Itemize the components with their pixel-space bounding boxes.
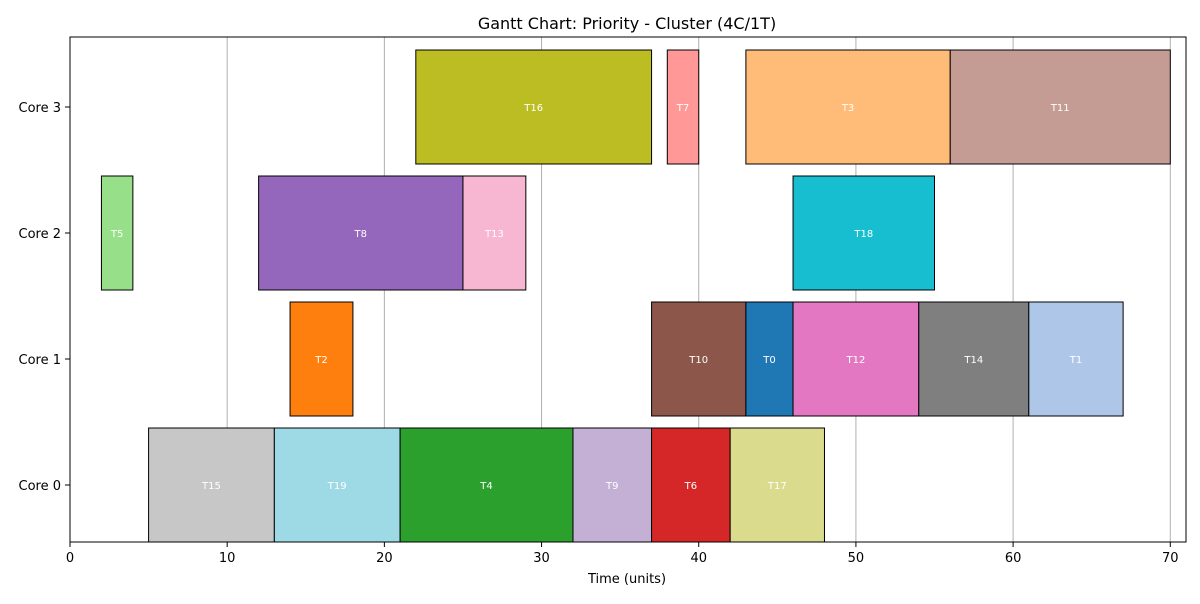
task-label: T15 <box>201 481 221 492</box>
chart-title: Gantt Chart: Priority - Cluster (4C/1T) <box>478 14 776 33</box>
task-bar <box>949 49 1171 165</box>
task-label: T0 <box>762 355 775 366</box>
task-label: T18 <box>853 229 873 240</box>
task-label: T4 <box>479 481 492 492</box>
task-label: T12 <box>845 355 865 366</box>
task-label: T17 <box>767 481 787 492</box>
task-bar <box>462 175 527 291</box>
task-bar <box>792 175 936 291</box>
task-bar <box>289 301 354 417</box>
task-label: T8 <box>354 229 367 240</box>
x-tick-label: 60 <box>1005 551 1022 566</box>
task-bar <box>100 175 134 291</box>
task-bar <box>745 301 794 417</box>
task-label: T10 <box>688 355 708 366</box>
task-label: T7 <box>676 103 689 114</box>
x-axis: 0 10 20 30 40 50 60 70 <box>66 542 1179 566</box>
x-tick-label: 30 <box>533 551 550 566</box>
task-label: T11 <box>1050 103 1070 114</box>
task-bar <box>745 49 951 165</box>
task-bar <box>273 427 401 543</box>
task-bar <box>399 427 574 543</box>
task-label: T6 <box>684 481 697 492</box>
x-axis-label: Time (units) <box>587 572 666 587</box>
task-label: T13 <box>484 229 504 240</box>
task-bar <box>1028 301 1124 417</box>
task-bar <box>651 301 747 417</box>
task-bar <box>729 427 825 543</box>
x-tick-label: 70 <box>1162 551 1179 566</box>
task-label: T14 <box>963 355 983 366</box>
task-label: T1 <box>1069 355 1082 366</box>
task-bar <box>148 427 275 543</box>
x-tick-label: 50 <box>848 551 865 566</box>
x-tick-label: 40 <box>690 551 707 566</box>
task-bars: T15 T19 T4 T9 T6 T17 T2 T10 T0 T12 T14 T1 T5 T8 T13 T18… <box>100 49 1171 543</box>
task-bar <box>666 49 700 165</box>
task-label: T16 <box>523 103 543 114</box>
task-bar <box>258 175 464 291</box>
task-label: T3 <box>841 103 854 114</box>
task-label: T9 <box>605 481 618 492</box>
y-tick-label: Core 1 <box>19 353 62 368</box>
task-label: T19 <box>327 481 347 492</box>
x-tick-label: 20 <box>376 551 393 566</box>
task-label: T2 <box>314 355 327 366</box>
y-tick-label: Core 3 <box>19 101 62 116</box>
task-label: T5 <box>110 229 123 240</box>
x-tick-label: 0 <box>66 551 74 566</box>
task-bar <box>918 301 1030 417</box>
y-tick-label: Core 0 <box>19 479 62 494</box>
y-axis: Core 0 Core 1 Core 2 Core 3 <box>19 101 70 494</box>
task-bar <box>415 49 653 165</box>
y-tick-label: Core 2 <box>19 227 62 242</box>
x-tick-label: 10 <box>219 551 236 566</box>
plot-frame <box>69 36 1187 543</box>
